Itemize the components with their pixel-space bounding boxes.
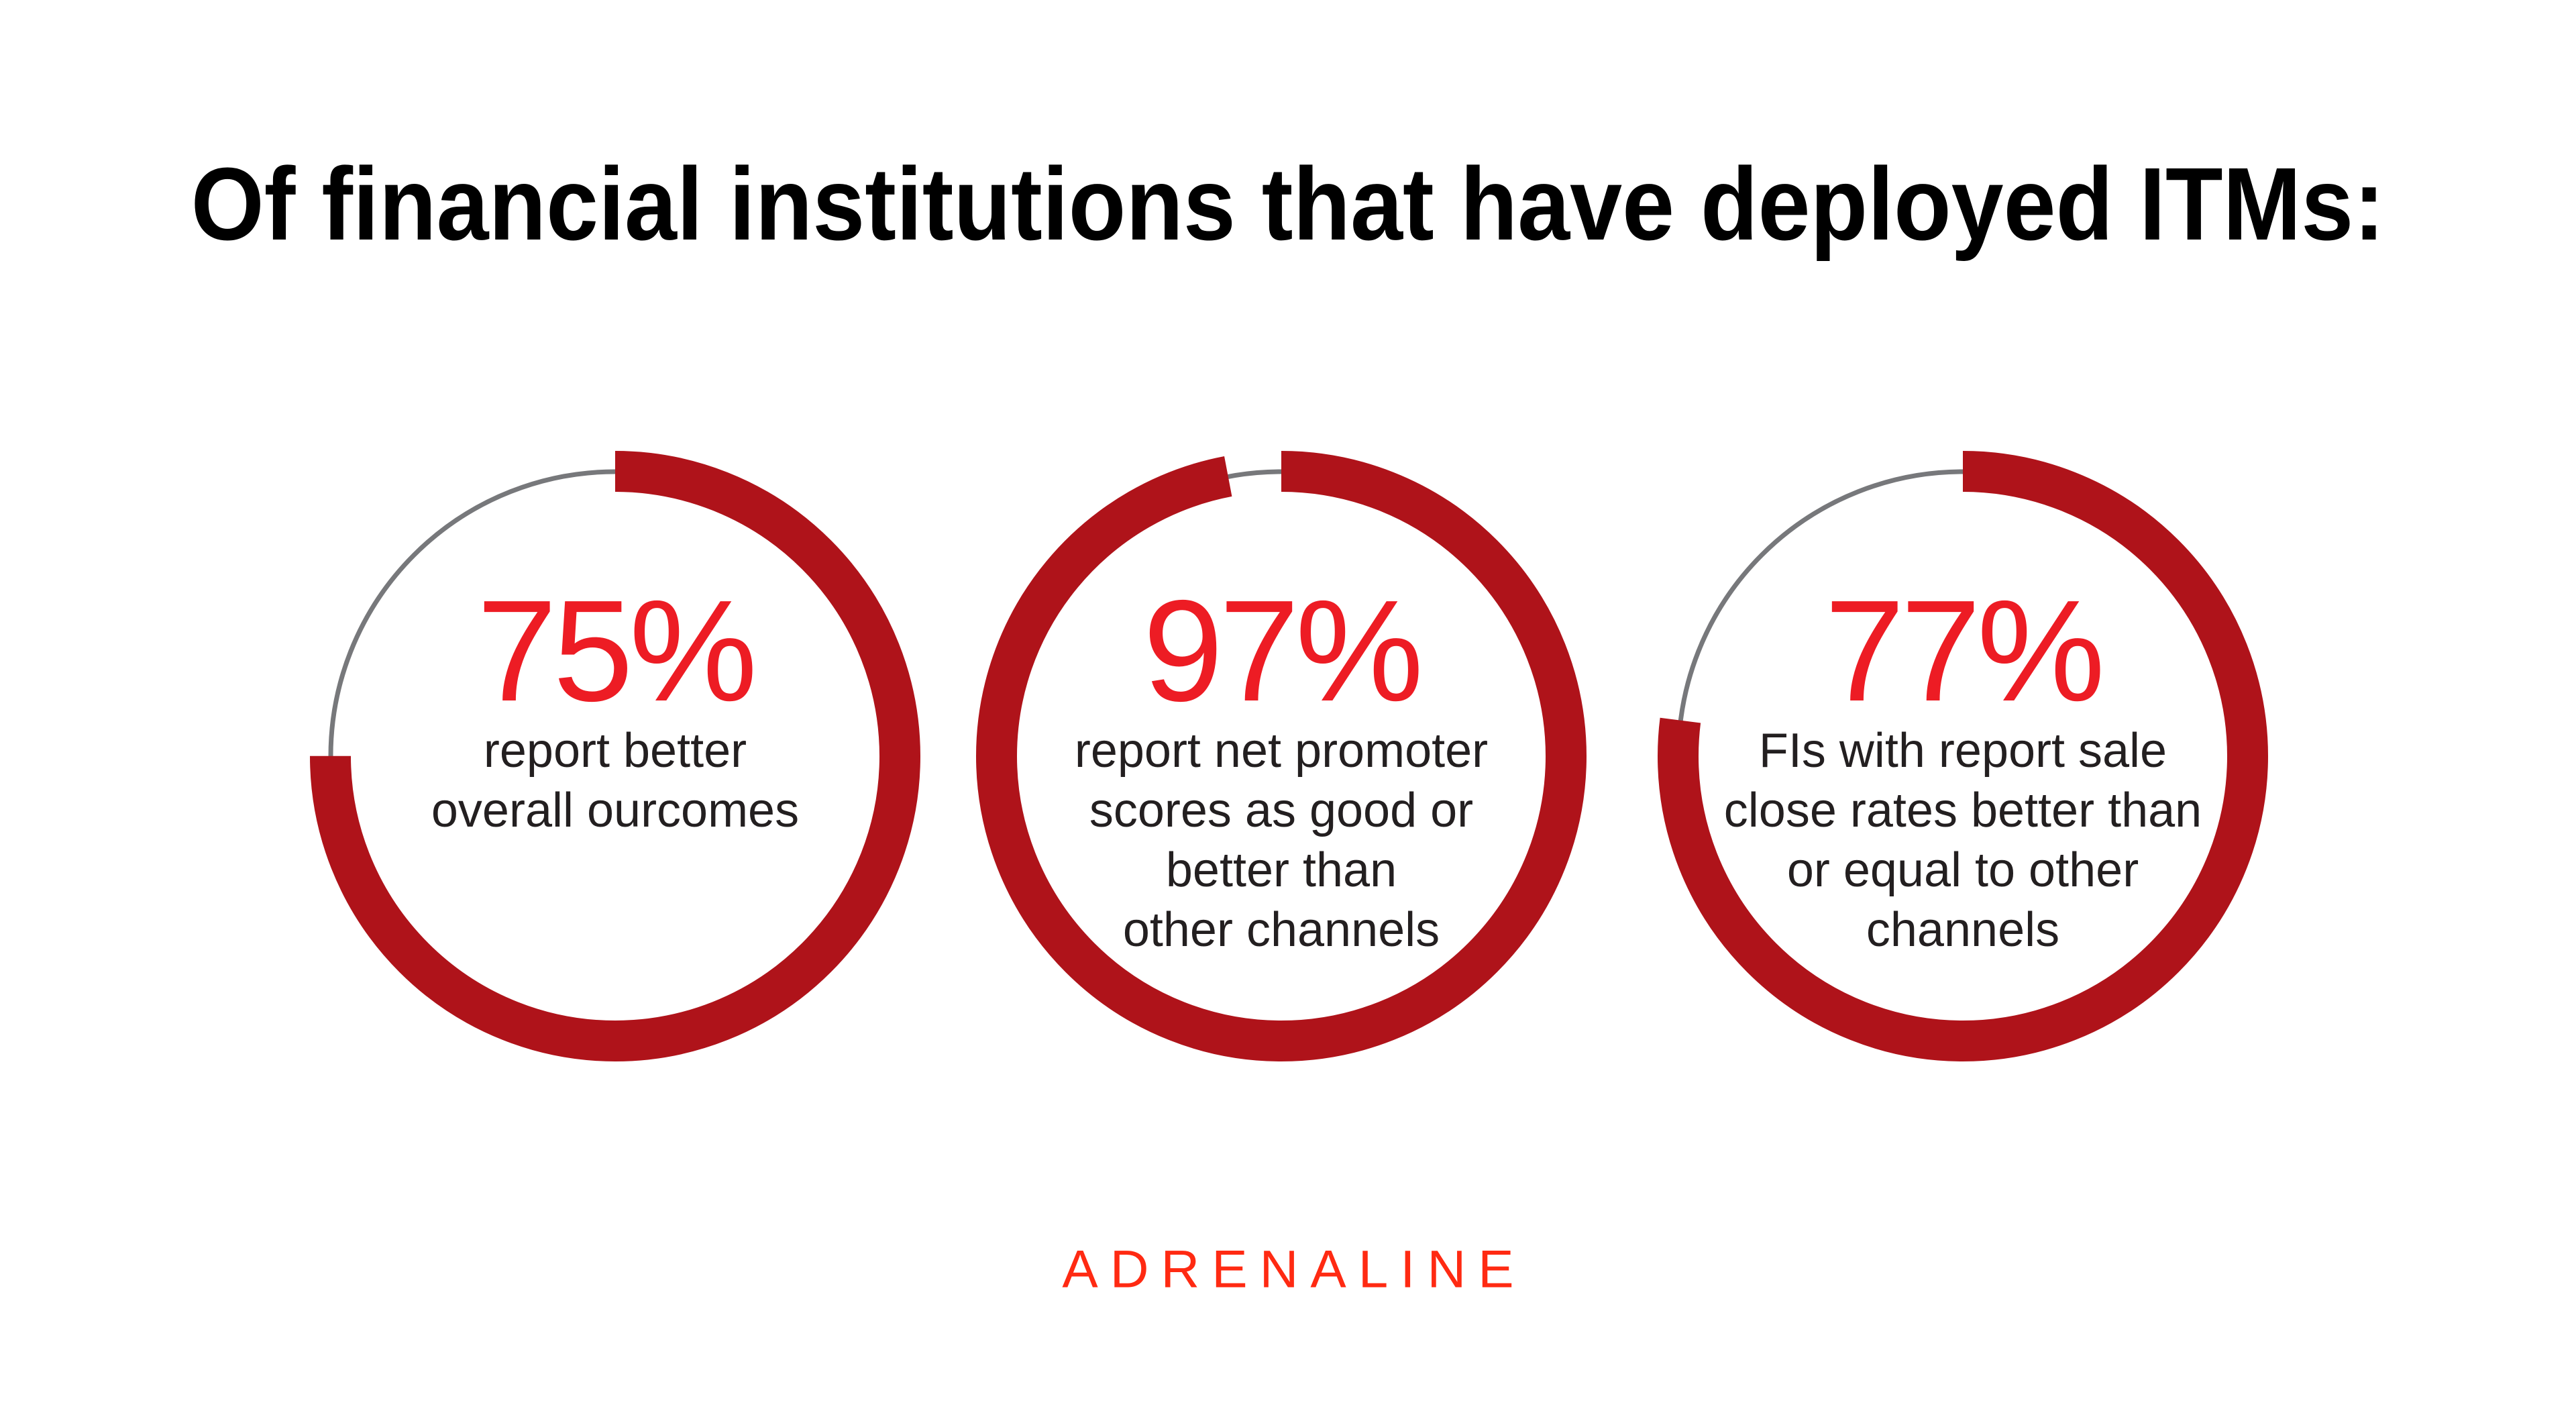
logo-wordmark: ADRENALINE <box>1062 1239 1526 1299</box>
page-title-text: Of financial institutions that have depl… <box>191 146 2385 262</box>
donut-chart-3: 77% FIs with report sale close rates bet… <box>1648 441 2278 1072</box>
donut-chart-1: 75% report better overall ourcomes <box>300 441 930 1072</box>
progress-ring-3 <box>1658 451 2268 1061</box>
description-line: or equal to other <box>1786 843 2139 897</box>
description-line: other channels <box>1122 903 1440 957</box>
ring-fill <box>976 451 1587 1061</box>
description-line: channels <box>1866 903 2060 957</box>
adrenaline-logo: ADRENALINE <box>0 1243 2576 1296</box>
description-line: close rates better than <box>1723 784 2202 837</box>
stat-description: FIs with report sale close rates better … <box>1648 721 2278 960</box>
donut-chart-2: 97% report net promoter scores as good o… <box>966 441 1597 1072</box>
percent-value: 75% <box>476 570 757 731</box>
percent-value: 97% <box>1142 570 1424 731</box>
description-line: scores as good or <box>1089 784 1474 837</box>
progress-ring-2 <box>976 451 1587 1061</box>
description-line: FIs with report sale <box>1758 724 2167 778</box>
percent-value: 77% <box>1824 570 2105 731</box>
stat-description: report net promoter scores as good or be… <box>966 721 1597 960</box>
progress-ring-1 <box>310 451 920 1061</box>
description-line: overall ourcomes <box>431 784 800 837</box>
description-line: report better <box>483 724 747 778</box>
description-line: report net promoter <box>1074 724 1489 778</box>
ring-fill <box>1658 451 2268 1061</box>
ring-fill <box>310 451 920 1061</box>
page-title: Of financial institutions that have depl… <box>0 152 2576 256</box>
stat-description: report better overall ourcomes <box>300 721 930 841</box>
description-line: better than <box>1165 843 1397 897</box>
